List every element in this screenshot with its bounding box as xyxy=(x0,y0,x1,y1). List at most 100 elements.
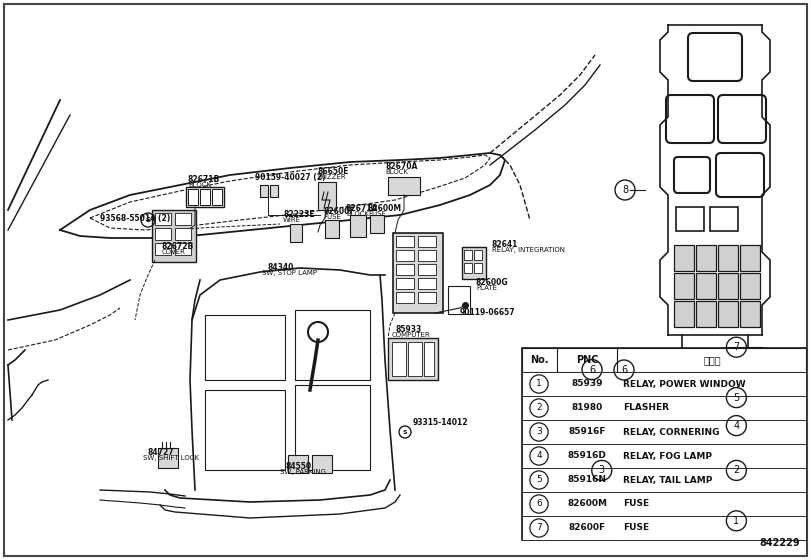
Bar xyxy=(448,286,470,314)
Bar xyxy=(396,292,414,303)
Bar xyxy=(396,236,414,247)
Text: 84550: 84550 xyxy=(285,462,311,471)
Text: FUSE: FUSE xyxy=(623,500,649,508)
Bar xyxy=(152,210,196,262)
Text: 84340: 84340 xyxy=(268,263,294,272)
Bar xyxy=(674,273,694,299)
Bar xyxy=(158,448,178,468)
Bar xyxy=(696,301,716,327)
Bar xyxy=(325,220,339,238)
Bar xyxy=(676,207,704,231)
Bar xyxy=(674,301,694,327)
Text: 1: 1 xyxy=(733,516,740,526)
Text: 85939: 85939 xyxy=(571,380,603,389)
Text: BUZZER: BUZZER xyxy=(317,174,345,180)
Bar xyxy=(200,189,210,205)
Bar xyxy=(396,264,414,275)
Bar xyxy=(696,273,716,299)
Bar xyxy=(392,342,406,376)
Bar xyxy=(418,278,436,289)
Text: 2: 2 xyxy=(733,465,740,475)
Bar xyxy=(710,207,738,231)
Text: RELAY, TAIL LAMP: RELAY, TAIL LAMP xyxy=(623,475,712,484)
Text: SW, PARKING: SW, PARKING xyxy=(280,469,326,475)
Text: RELAY, CORNERING: RELAY, CORNERING xyxy=(623,427,719,436)
Bar xyxy=(396,250,414,261)
Bar xyxy=(740,245,760,271)
Bar xyxy=(260,185,268,197)
Text: 81980: 81980 xyxy=(572,404,603,413)
Text: COVER: COVER xyxy=(162,249,186,255)
Bar xyxy=(155,213,171,225)
Bar xyxy=(522,444,806,468)
Bar xyxy=(522,348,806,540)
Text: 82641: 82641 xyxy=(492,240,518,249)
Bar xyxy=(388,338,438,380)
Bar xyxy=(696,245,716,271)
Bar xyxy=(718,273,738,299)
Bar xyxy=(522,516,806,540)
Bar xyxy=(175,228,191,240)
Text: 82600F: 82600F xyxy=(323,207,354,216)
Bar xyxy=(474,250,482,260)
Text: 82671B: 82671B xyxy=(188,175,221,184)
Text: RELAY, INTEGRATION: RELAY, INTEGRATION xyxy=(492,247,565,253)
Bar xyxy=(718,245,738,271)
Text: S: S xyxy=(403,430,407,435)
Bar xyxy=(295,385,370,470)
Text: 84727: 84727 xyxy=(148,448,174,457)
Bar xyxy=(418,250,436,261)
Bar xyxy=(522,420,806,444)
Text: 85916F: 85916F xyxy=(569,427,606,436)
Text: No.: No. xyxy=(530,355,548,365)
Bar xyxy=(408,342,422,376)
Bar xyxy=(522,396,806,420)
Text: 82671A: 82671A xyxy=(346,204,379,213)
Bar xyxy=(288,455,308,473)
Text: 7: 7 xyxy=(733,342,740,352)
Text: 93315-14012: 93315-14012 xyxy=(413,418,469,427)
Bar xyxy=(418,264,436,275)
Text: FUSE: FUSE xyxy=(323,214,341,220)
Text: 82600M: 82600M xyxy=(368,204,402,213)
Text: 85933: 85933 xyxy=(395,325,421,334)
Text: FUSE: FUSE xyxy=(623,524,649,533)
Text: COMPUTER: COMPUTER xyxy=(392,332,431,338)
Text: 6: 6 xyxy=(536,500,542,508)
Bar xyxy=(270,185,278,197)
Bar xyxy=(393,233,443,313)
Text: 90119-06657: 90119-06657 xyxy=(460,308,516,317)
Bar xyxy=(155,243,171,255)
Text: PNC: PNC xyxy=(576,355,599,365)
Bar xyxy=(522,348,806,372)
Text: BLOCK: BLOCK xyxy=(385,169,408,175)
Text: 2: 2 xyxy=(536,404,542,413)
Bar xyxy=(370,215,384,233)
Bar xyxy=(186,187,224,207)
Text: BLOCK: BLOCK xyxy=(188,182,211,188)
Text: 82600G: 82600G xyxy=(476,278,508,287)
Bar xyxy=(388,177,420,195)
Bar xyxy=(318,182,336,210)
Bar xyxy=(175,243,191,255)
Text: 8: 8 xyxy=(622,185,628,195)
Text: 5: 5 xyxy=(733,393,740,403)
Text: FUSE: FUSE xyxy=(368,211,386,217)
Bar xyxy=(740,273,760,299)
Bar xyxy=(155,228,171,240)
Text: 82672B: 82672B xyxy=(162,242,195,251)
Text: WIRE: WIRE xyxy=(283,217,301,223)
Bar xyxy=(718,301,738,327)
Text: 82223E: 82223E xyxy=(283,210,315,219)
Text: 4: 4 xyxy=(733,421,740,431)
Text: S: S xyxy=(145,217,151,223)
Bar xyxy=(205,390,285,470)
Bar xyxy=(418,236,436,247)
Bar xyxy=(740,301,760,327)
Text: RELAY, POWER WINDOW: RELAY, POWER WINDOW xyxy=(623,380,745,389)
Text: 82600M: 82600M xyxy=(567,500,607,508)
Bar xyxy=(418,292,436,303)
Text: BLOCK: BLOCK xyxy=(346,211,369,217)
Text: 品　名: 品 名 xyxy=(703,355,721,365)
Text: PLATE: PLATE xyxy=(476,285,497,291)
